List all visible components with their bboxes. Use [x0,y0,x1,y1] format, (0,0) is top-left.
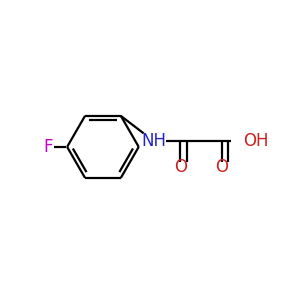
Text: O: O [215,158,228,175]
Text: OH: OH [243,132,268,150]
Text: O: O [174,158,187,175]
Text: F: F [44,138,53,156]
Text: NH: NH [141,132,166,150]
